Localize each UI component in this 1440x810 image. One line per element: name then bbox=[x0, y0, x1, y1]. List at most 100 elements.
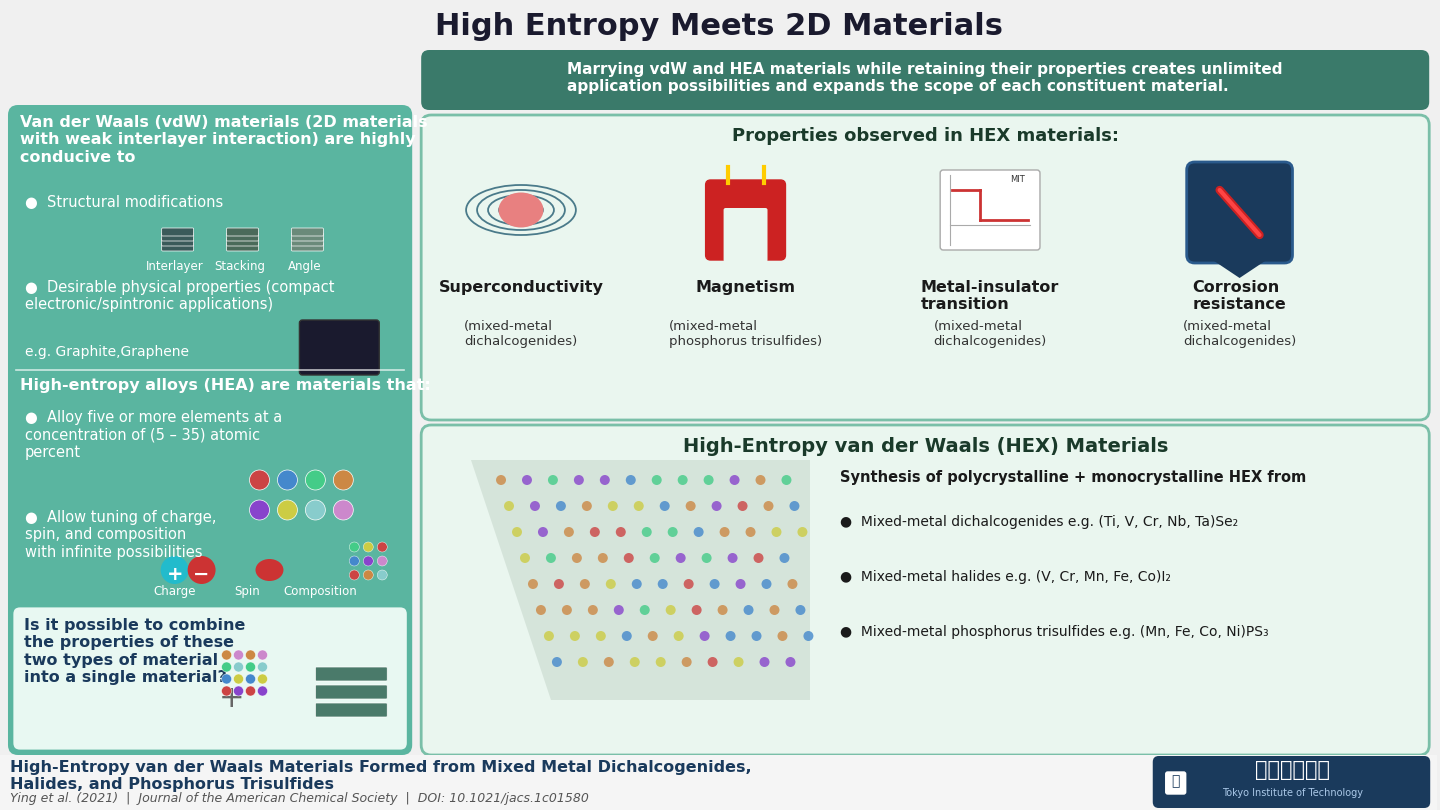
Circle shape bbox=[789, 501, 799, 511]
Circle shape bbox=[632, 579, 642, 589]
Circle shape bbox=[788, 579, 798, 589]
FancyBboxPatch shape bbox=[291, 228, 324, 236]
Circle shape bbox=[549, 475, 557, 485]
Circle shape bbox=[648, 631, 658, 641]
Text: Angle: Angle bbox=[288, 260, 321, 273]
Circle shape bbox=[249, 470, 269, 490]
Text: +: + bbox=[219, 684, 245, 713]
Circle shape bbox=[778, 631, 788, 641]
FancyBboxPatch shape bbox=[706, 180, 785, 260]
Circle shape bbox=[554, 579, 564, 589]
FancyBboxPatch shape bbox=[226, 243, 259, 251]
FancyBboxPatch shape bbox=[315, 685, 387, 699]
Circle shape bbox=[727, 553, 737, 563]
Circle shape bbox=[539, 527, 549, 537]
Circle shape bbox=[804, 631, 814, 641]
Circle shape bbox=[795, 605, 805, 615]
Circle shape bbox=[685, 501, 696, 511]
Circle shape bbox=[233, 662, 243, 672]
FancyBboxPatch shape bbox=[420, 50, 1430, 110]
Circle shape bbox=[658, 579, 668, 589]
Text: −: − bbox=[193, 565, 210, 584]
Ellipse shape bbox=[255, 559, 284, 581]
Text: Interlayer: Interlayer bbox=[145, 260, 203, 273]
Circle shape bbox=[588, 605, 598, 615]
Circle shape bbox=[704, 475, 714, 485]
Circle shape bbox=[233, 674, 243, 684]
Circle shape bbox=[222, 650, 232, 660]
Text: ●  Allow tuning of charge,
spin, and composition
with infinite possibilities: ● Allow tuning of charge, spin, and comp… bbox=[24, 510, 216, 560]
Circle shape bbox=[642, 527, 652, 537]
Text: Metal-insulator
transition: Metal-insulator transition bbox=[922, 280, 1060, 313]
Circle shape bbox=[717, 605, 727, 615]
Polygon shape bbox=[471, 460, 811, 700]
FancyBboxPatch shape bbox=[420, 115, 1430, 420]
Circle shape bbox=[634, 501, 644, 511]
FancyBboxPatch shape bbox=[291, 238, 324, 246]
Circle shape bbox=[736, 579, 746, 589]
Circle shape bbox=[377, 570, 387, 580]
Circle shape bbox=[737, 501, 747, 511]
Text: Marrying vdW and HEA materials while retaining their properties creates unlimite: Marrying vdW and HEA materials while ret… bbox=[567, 62, 1283, 95]
Circle shape bbox=[785, 657, 795, 667]
Circle shape bbox=[305, 500, 325, 520]
FancyBboxPatch shape bbox=[12, 606, 408, 751]
Text: +: + bbox=[167, 565, 183, 584]
Ellipse shape bbox=[498, 193, 543, 228]
FancyBboxPatch shape bbox=[226, 233, 259, 241]
FancyBboxPatch shape bbox=[420, 425, 1430, 755]
Circle shape bbox=[575, 475, 583, 485]
Circle shape bbox=[720, 527, 730, 537]
Text: (mixed-metal
phosphorus trisulfides): (mixed-metal phosphorus trisulfides) bbox=[670, 320, 822, 348]
Circle shape bbox=[233, 686, 243, 696]
Circle shape bbox=[600, 475, 609, 485]
Circle shape bbox=[546, 553, 556, 563]
Circle shape bbox=[258, 650, 268, 660]
FancyBboxPatch shape bbox=[0, 755, 1437, 810]
FancyBboxPatch shape bbox=[300, 320, 379, 375]
Circle shape bbox=[629, 657, 639, 667]
Circle shape bbox=[222, 674, 232, 684]
FancyBboxPatch shape bbox=[315, 667, 387, 681]
Circle shape bbox=[246, 650, 255, 660]
Circle shape bbox=[700, 631, 710, 641]
Text: e.g. Graphite,Graphene: e.g. Graphite,Graphene bbox=[24, 345, 189, 359]
Circle shape bbox=[674, 631, 684, 641]
FancyBboxPatch shape bbox=[161, 233, 193, 241]
Circle shape bbox=[544, 631, 554, 641]
Text: (mixed-metal
dichalcogenides): (mixed-metal dichalcogenides) bbox=[464, 320, 577, 348]
Circle shape bbox=[598, 553, 608, 563]
Circle shape bbox=[258, 662, 268, 672]
Text: Stacking: Stacking bbox=[215, 260, 265, 273]
Text: Synthesis of polycrystalline + monocrystalline HEX from: Synthesis of polycrystalline + monocryst… bbox=[841, 470, 1306, 485]
Circle shape bbox=[333, 500, 353, 520]
Circle shape bbox=[246, 686, 255, 696]
Circle shape bbox=[626, 475, 636, 485]
Circle shape bbox=[363, 556, 373, 566]
Circle shape bbox=[161, 556, 189, 584]
Circle shape bbox=[616, 527, 626, 537]
Circle shape bbox=[350, 556, 360, 566]
Circle shape bbox=[759, 657, 769, 667]
Circle shape bbox=[753, 553, 763, 563]
Circle shape bbox=[577, 657, 588, 667]
Circle shape bbox=[752, 631, 762, 641]
Circle shape bbox=[278, 500, 298, 520]
Circle shape bbox=[580, 579, 590, 589]
Circle shape bbox=[730, 475, 740, 485]
FancyBboxPatch shape bbox=[226, 238, 259, 246]
Circle shape bbox=[278, 470, 298, 490]
FancyBboxPatch shape bbox=[161, 238, 193, 246]
Text: ●  Desirable physical properties (compact
electronic/spintronic applications): ● Desirable physical properties (compact… bbox=[24, 280, 334, 313]
Circle shape bbox=[350, 570, 360, 580]
Circle shape bbox=[726, 631, 736, 641]
Circle shape bbox=[624, 553, 634, 563]
Circle shape bbox=[639, 605, 649, 615]
Text: ●  Alloy five or more elements at a
concentration of (5 – 35) atomic
percent: ● Alloy five or more elements at a conce… bbox=[24, 410, 282, 460]
Text: ●  Mixed-metal halides e.g. (V, Cr, Mn, Fe, Co)I₂: ● Mixed-metal halides e.g. (V, Cr, Mn, F… bbox=[841, 570, 1171, 584]
FancyBboxPatch shape bbox=[1166, 772, 1185, 794]
FancyBboxPatch shape bbox=[226, 228, 259, 236]
Text: Corrosion
resistance: Corrosion resistance bbox=[1192, 280, 1286, 313]
Circle shape bbox=[222, 662, 232, 672]
Circle shape bbox=[779, 553, 789, 563]
